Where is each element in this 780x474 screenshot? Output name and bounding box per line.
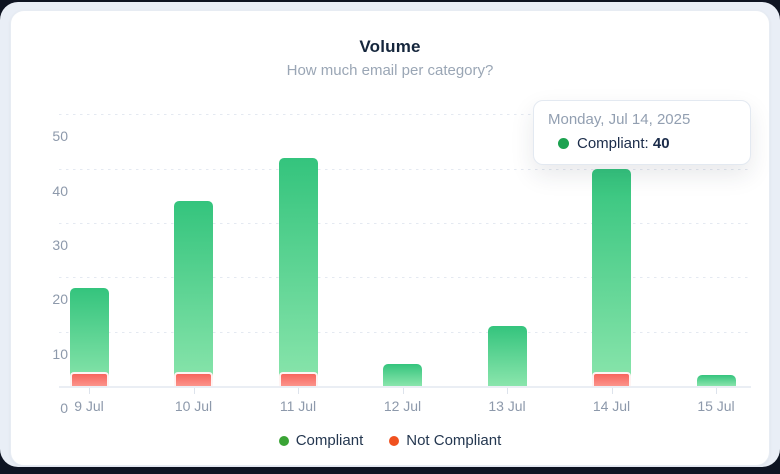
- legend-item-not-compliant[interactable]: Not Compliant: [389, 432, 501, 449]
- y-gridline: [59, 277, 751, 280]
- not-compliant-dot-icon: [389, 435, 400, 446]
- y-gridline: [59, 168, 751, 171]
- x-axis-tick: [611, 388, 613, 394]
- y-axis-label: 50: [52, 128, 68, 145]
- x-axis-tick: [716, 388, 717, 394]
- y-gridline: [59, 222, 751, 225]
- y-axis-label: 40: [52, 182, 68, 199]
- x-axis-tick: [193, 388, 195, 394]
- legend-label-compliant: Compliant: [295, 432, 364, 449]
- chart-tooltip: Monday, Jul 14, 2025 Compliant: 40: [533, 100, 751, 165]
- x-axis-line: [59, 386, 751, 388]
- x-axis-label: 12 Jul: [383, 398, 422, 414]
- x-axis-label: 14 Jul: [592, 398, 631, 414]
- chart-legend: Compliant Not Compliant: [11, 432, 769, 449]
- x-axis-label: 13 Jul: [488, 398, 526, 414]
- tooltip-series-label: Compliant:: [577, 135, 649, 152]
- x-axis-tick: [89, 388, 90, 394]
- x-axis-label: 15 Jul: [697, 398, 735, 414]
- y-gridline: [59, 114, 751, 117]
- bar-not-compliant[interactable]: [592, 372, 631, 386]
- y-axis-label: 0: [60, 400, 68, 416]
- bar-compliant[interactable]: [592, 168, 631, 386]
- x-axis-label: 10 Jul: [174, 398, 213, 414]
- tooltip-series-dot: [558, 138, 569, 149]
- bar-compliant[interactable]: [278, 157, 318, 386]
- tooltip-date: Monday, Jul 14, 2025: [548, 111, 691, 128]
- y-axis-label: 20: [52, 291, 68, 308]
- y-gridline: [59, 331, 751, 334]
- x-axis-tick: [298, 388, 299, 394]
- tooltip-series-value: Compliant: 40: [577, 135, 670, 152]
- chart-subtitle: How much email per category?: [286, 62, 494, 79]
- chart-card: Volume How much email per category? 0 10 2…: [10, 10, 770, 466]
- plot-area: 0 10 20 30 40 50 9 Jul 10 Jul 11 Jul 12 Jul 13 Jul…: [11, 11, 769, 465]
- x-axis-label: 9 Jul: [74, 398, 104, 414]
- legend-label-not-compliant: Not Compliant: [406, 432, 502, 449]
- bar-compliant[interactable]: [174, 201, 213, 386]
- x-axis-label: 11 Jul: [279, 398, 317, 414]
- chart-title: Volume: [359, 37, 421, 56]
- y-axis-label: 10: [52, 345, 68, 362]
- legend-item-compliant[interactable]: Compliant: [278, 432, 364, 449]
- tooltip-value: 40: [652, 135, 670, 152]
- x-axis-tick: [507, 388, 508, 394]
- bar-compliant[interactable]: [69, 288, 109, 386]
- bar-not-compliant[interactable]: [278, 372, 318, 386]
- bar-not-compliant[interactable]: [174, 372, 213, 386]
- bar-compliant[interactable]: [383, 364, 422, 386]
- compliant-dot-icon: [278, 435, 289, 446]
- y-axis-label: 30: [52, 236, 68, 253]
- x-axis-tick: [402, 388, 404, 394]
- bar-compliant[interactable]: [696, 375, 736, 386]
- bar-not-compliant[interactable]: [69, 372, 109, 386]
- tooltip-row: Compliant: 40: [546, 135, 736, 152]
- bar-compliant[interactable]: [487, 326, 527, 386]
